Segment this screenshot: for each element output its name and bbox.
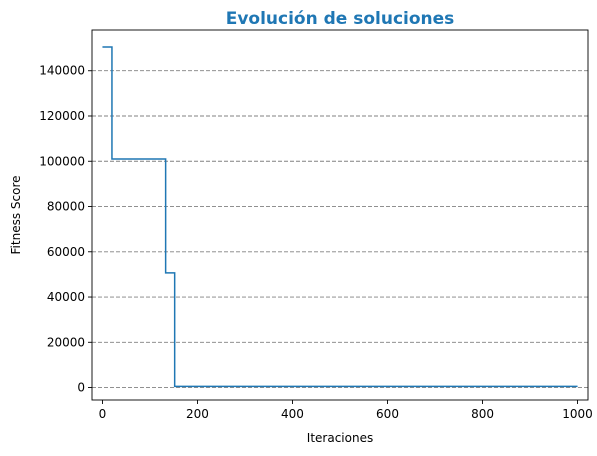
x-tick-label-2: 400	[281, 407, 304, 421]
y-tick-label-0: 0	[77, 381, 85, 395]
y-axis: 0 20000 40000 60000 80000 100000 120000 140000	[39, 64, 92, 395]
y-tick-label-6: 120000	[39, 109, 85, 123]
x-tick-label-3: 600	[376, 407, 399, 421]
x-tick-label-5: 1000	[562, 407, 593, 421]
chart-title: Evolución de soluciones	[226, 9, 455, 29]
x-axis-label: Iteraciones	[307, 431, 373, 445]
x-tick-label-1: 200	[186, 407, 209, 421]
y-tick-label-5: 100000	[39, 154, 85, 168]
plot-frame	[91, 29, 589, 401]
y-tick-label-2: 40000	[47, 290, 85, 304]
series-line-0	[102, 46, 578, 388]
grid-layer	[92, 70, 588, 389]
x-tick-label-4: 800	[471, 407, 494, 421]
x-tick-label-0: 0	[99, 407, 107, 421]
series-layer	[102, 46, 578, 388]
y-tick-label-4: 80000	[47, 200, 85, 214]
y-axis-label: Fitness Score	[9, 176, 23, 255]
y-tick-label-3: 60000	[47, 245, 85, 259]
y-tick-label-7: 140000	[39, 64, 85, 78]
y-tick-label-1: 20000	[47, 335, 85, 349]
x-axis: 0 200 400 600 800 1000	[99, 400, 593, 421]
